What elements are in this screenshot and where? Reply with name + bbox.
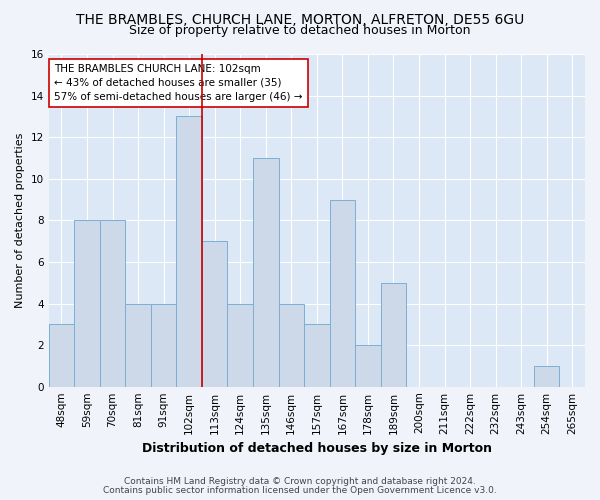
Bar [253, 158, 278, 386]
Text: Size of property relative to detached houses in Morton: Size of property relative to detached ho… [129, 24, 471, 37]
Bar [278, 304, 304, 386]
Bar [202, 241, 227, 386]
Bar [329, 200, 355, 386]
Text: Contains public sector information licensed under the Open Government Licence v3: Contains public sector information licen… [103, 486, 497, 495]
Text: THE BRAMBLES, CHURCH LANE, MORTON, ALFRETON, DE55 6GU: THE BRAMBLES, CHURCH LANE, MORTON, ALFRE… [76, 12, 524, 26]
Bar [227, 304, 253, 386]
Bar [304, 324, 329, 386]
Bar [380, 282, 406, 387]
Y-axis label: Number of detached properties: Number of detached properties [15, 132, 25, 308]
Bar [125, 304, 151, 386]
Bar [151, 304, 176, 386]
Text: THE BRAMBLES CHURCH LANE: 102sqm
← 43% of detached houses are smaller (35)
57% o: THE BRAMBLES CHURCH LANE: 102sqm ← 43% o… [54, 64, 302, 102]
Bar [534, 366, 559, 386]
Bar [74, 220, 100, 386]
X-axis label: Distribution of detached houses by size in Morton: Distribution of detached houses by size … [142, 442, 492, 455]
Bar [49, 324, 74, 386]
Bar [176, 116, 202, 386]
Bar [100, 220, 125, 386]
Bar [355, 345, 380, 387]
Text: Contains HM Land Registry data © Crown copyright and database right 2024.: Contains HM Land Registry data © Crown c… [124, 477, 476, 486]
